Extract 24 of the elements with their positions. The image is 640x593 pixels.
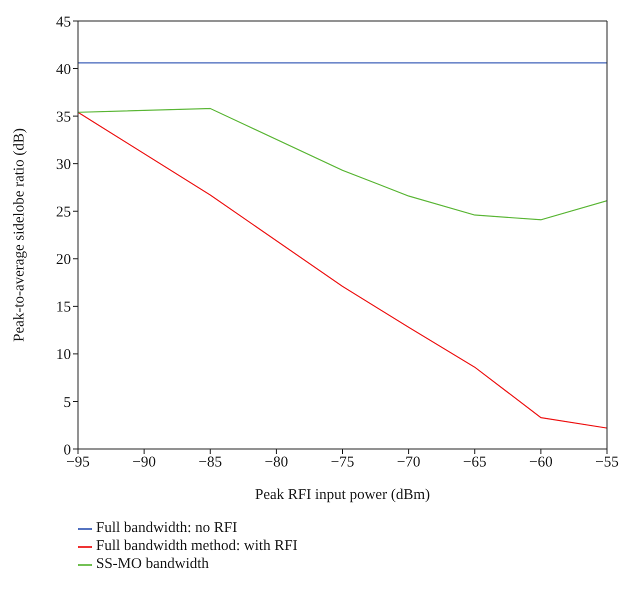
y-tick-label: 15 [56, 300, 71, 316]
x-axis-title: Peak RFI input power (dBm) [255, 487, 430, 503]
x-tick-label: −80 [264, 454, 288, 471]
y-tick-label: 35 [56, 109, 71, 126]
x-tick-label: −65 [463, 454, 486, 471]
legend-label: Full bandwidth: no RFI [96, 520, 238, 536]
x-tick-label: −55 [595, 454, 619, 471]
x-tick-label: −60 [529, 454, 553, 471]
x-tick-label: −75 [330, 454, 354, 471]
line-series [78, 112, 607, 429]
line-series [78, 108, 607, 220]
y-tick-label: 45 [56, 14, 71, 30]
legend-label: Full bandwidth method: with RFI [96, 538, 298, 554]
y-tick-label: 25 [56, 204, 71, 221]
x-tick-label: −85 [198, 454, 222, 471]
y-tick-label: 30 [56, 156, 71, 173]
y-tick-label: 10 [56, 347, 71, 364]
y-tick-label: 20 [56, 252, 71, 268]
legend-label: SS-MO bandwidth [96, 556, 209, 572]
y-tick-label: 5 [64, 394, 71, 411]
y-tick-label: 40 [56, 62, 71, 78]
y-axis-title: Peak-to-average sidelobe ratio (dB) [11, 128, 28, 342]
x-tick-label: −70 [396, 454, 420, 471]
x-tick-label: −90 [132, 454, 156, 471]
